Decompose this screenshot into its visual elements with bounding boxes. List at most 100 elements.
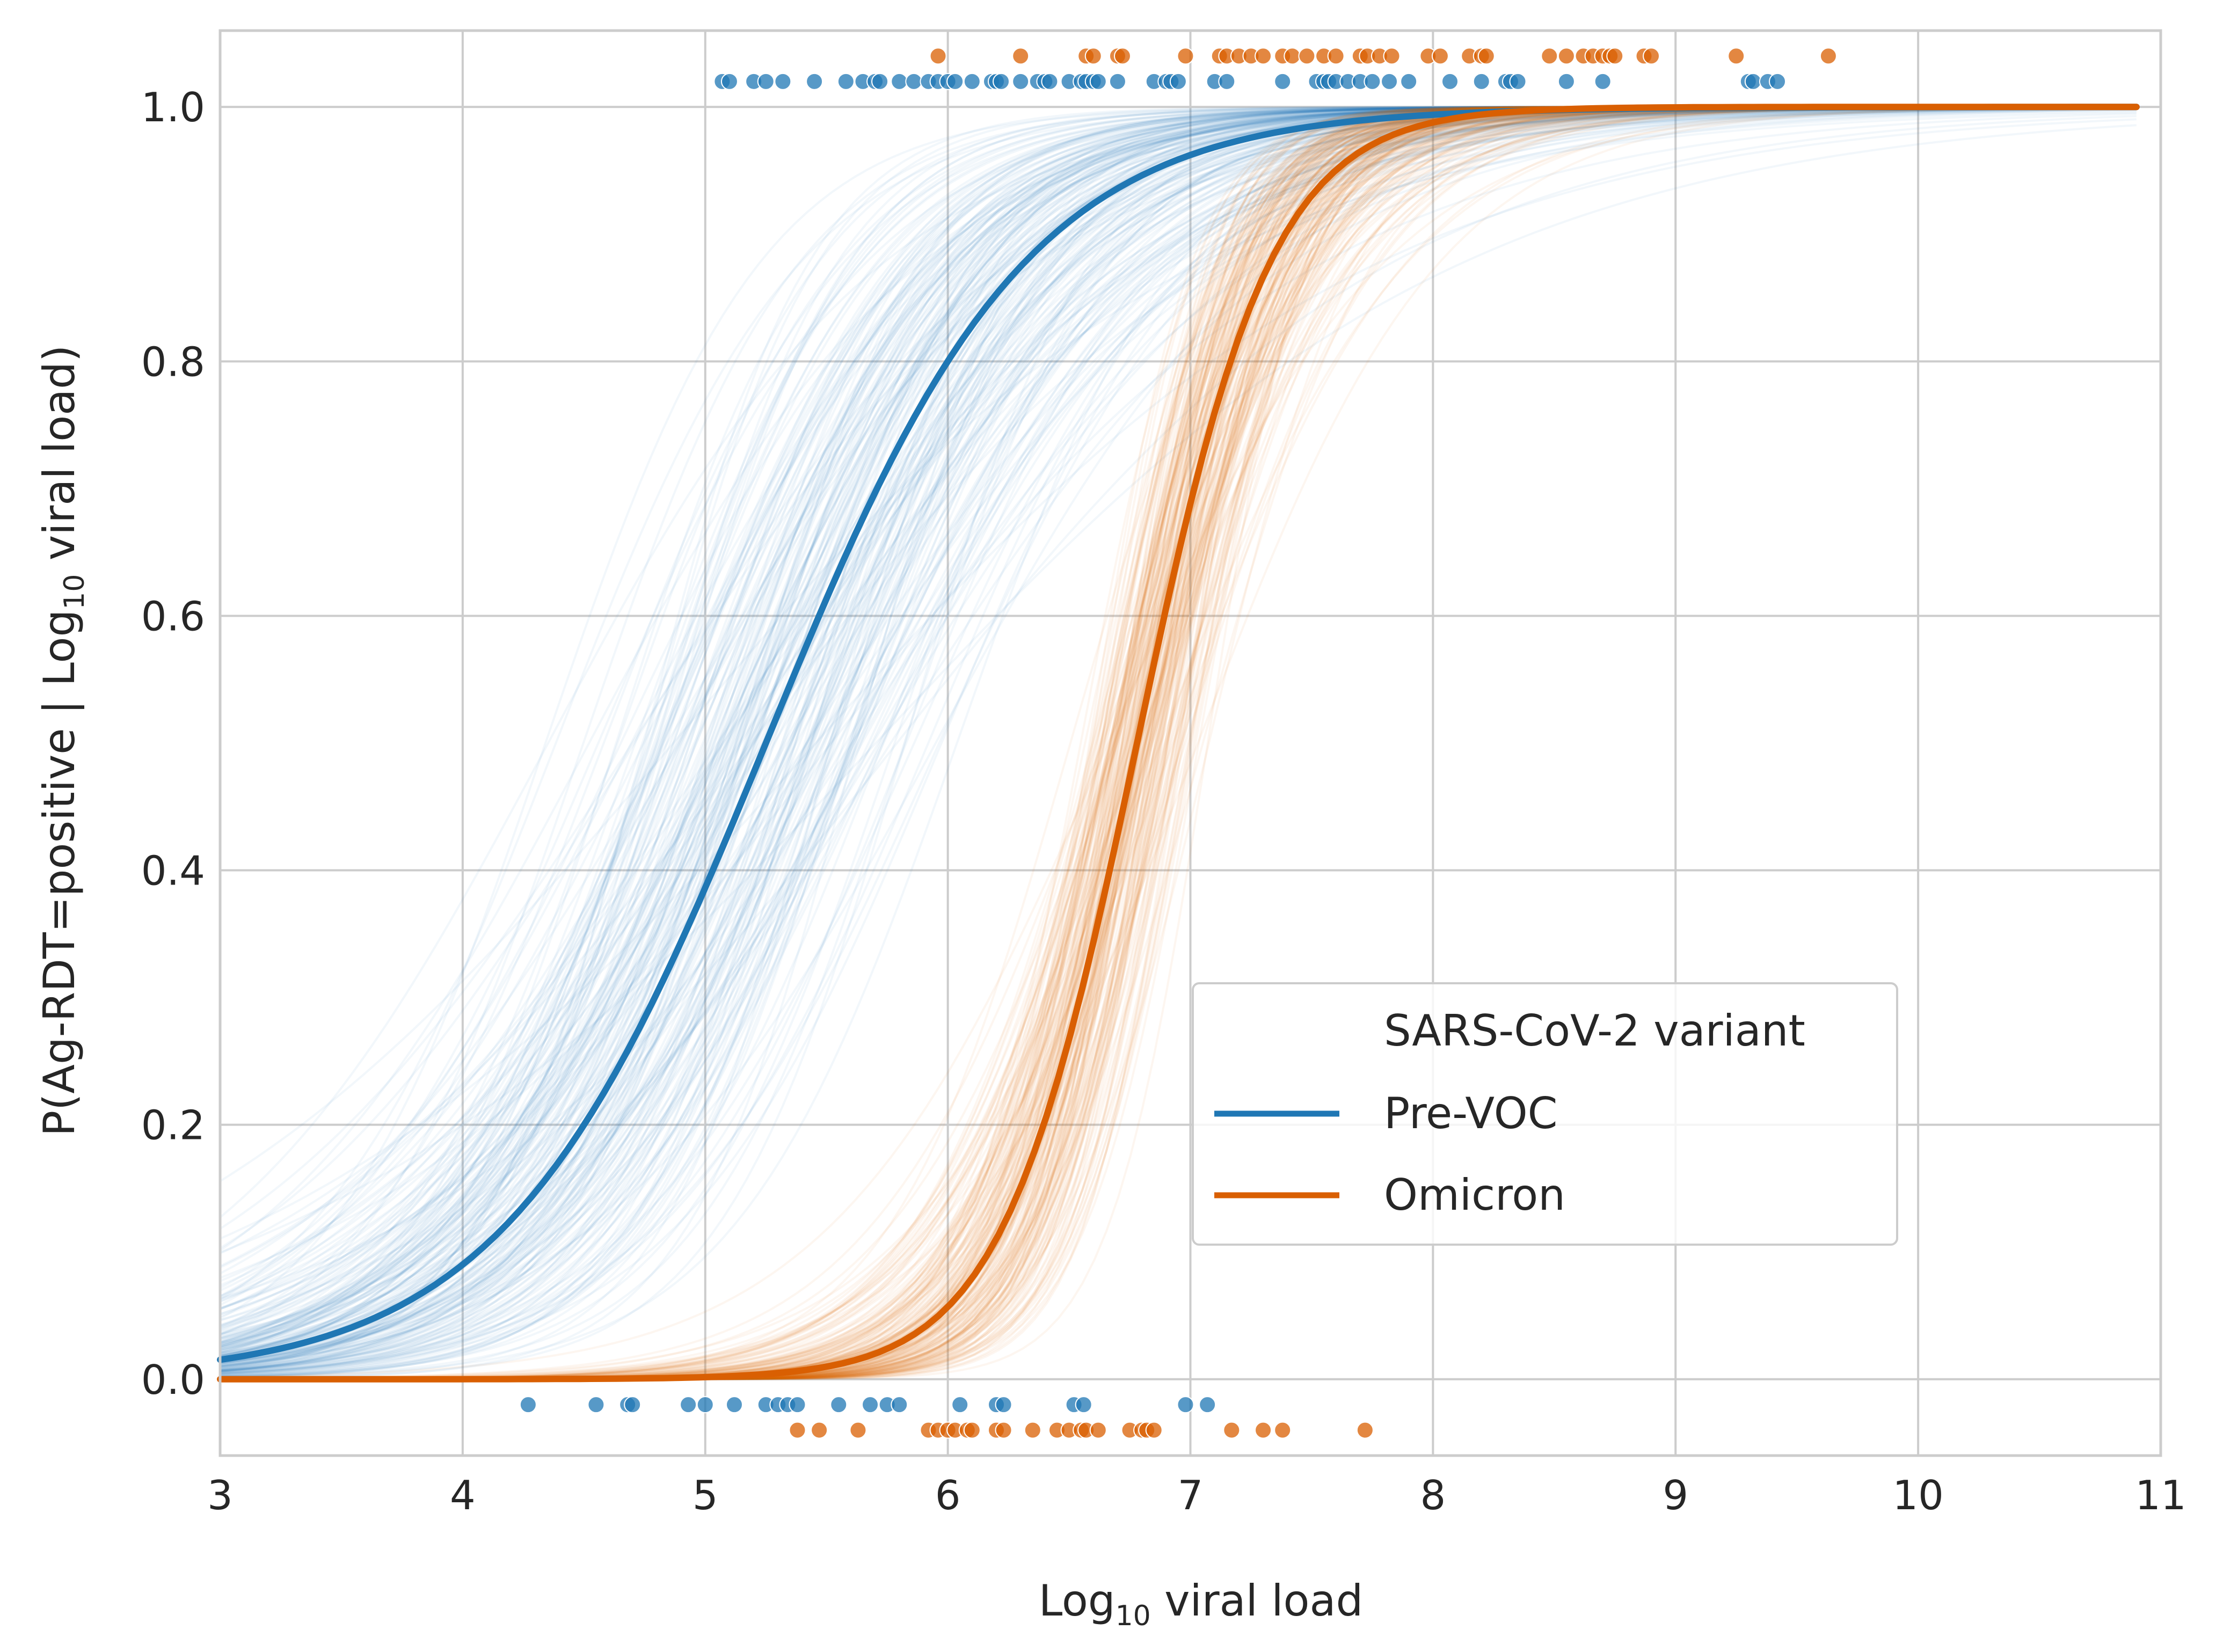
pre-voc-negative-point-15 <box>951 1396 969 1414</box>
legend-box <box>1192 982 1898 1246</box>
x-tick-label-7: 10 <box>1892 1472 1943 1519</box>
pre-voc-posterior-curve-218 <box>220 107 2137 1340</box>
pre-voc-positive-point-28 <box>1089 72 1107 90</box>
omicron-positive-point-6 <box>1177 47 1194 65</box>
omicron-positive-point-1 <box>1012 47 1030 65</box>
omicron-negative-point-11 <box>1024 1421 1041 1439</box>
omicron-posterior-curve-209 <box>220 106 2137 1378</box>
omicron-posterior-curve-46 <box>220 106 2137 1380</box>
y-tick-label-5: 1.0 <box>141 84 205 131</box>
y-axis-label-suffix: viral load) <box>34 345 84 574</box>
legend-label-omicron: Omicron <box>1384 1170 1565 1220</box>
pre-voc-negative-point-5 <box>696 1396 714 1414</box>
pre-voc-posterior-curve-137 <box>220 107 2137 1344</box>
pre-voc-posterior-curve-219 <box>220 107 2137 1303</box>
omicron-positive-point-25 <box>1477 47 1495 65</box>
pre-voc-negative-point-6 <box>725 1396 743 1414</box>
pre-voc-posterior-curve-57 <box>220 107 2137 1336</box>
x-tick-label-5: 8 <box>1420 1472 1446 1519</box>
pre-voc-positive-point-23 <box>1041 72 1059 90</box>
pre-voc-posterior-curve-69 <box>220 106 2137 1351</box>
omicron-positive-point-36 <box>1819 47 1837 65</box>
pre-voc-positive-point-3 <box>757 72 775 90</box>
pre-voc-positive-point-45 <box>1400 72 1418 90</box>
pre-voc-posterior-curve-7 <box>220 107 2137 1286</box>
omicron-positive-point-22 <box>1431 47 1449 65</box>
omicron-posterior-curve-45 <box>220 106 2137 1380</box>
y-tick-label-2: 0.4 <box>141 847 205 895</box>
pre-voc-posterior-curve-45 <box>220 109 2137 1255</box>
pre-voc-positive-point-29 <box>1109 72 1126 90</box>
omicron-positive-point-32 <box>1606 47 1624 65</box>
pre-voc-positive-point-4 <box>774 72 792 90</box>
omicron-negative-point-0 <box>789 1421 806 1439</box>
omicron-positive-point-16 <box>1327 47 1345 65</box>
pre-voc-posterior-curve-44 <box>220 107 2137 1315</box>
pre-voc-posterior-curve-203 <box>220 106 2137 1349</box>
pre-voc-posterior-curve-164 <box>220 106 2137 1333</box>
pre-voc-positive-point-20 <box>1012 72 1030 90</box>
pre-voc-positive-point-16 <box>963 72 981 90</box>
pre-voc-negative-point-0 <box>519 1396 537 1414</box>
omicron-positive-point-20 <box>1383 47 1401 65</box>
x-axis-label: Log10 viral load <box>1039 1576 1364 1632</box>
pre-voc-posterior-curve-48 <box>220 107 2137 1269</box>
pre-voc-positive-point-54 <box>1744 72 1762 90</box>
y-tick-label-4: 0.8 <box>141 338 205 385</box>
pre-voc-positive-point-44 <box>1381 72 1398 90</box>
pre-voc-positive-point-46 <box>1441 72 1459 90</box>
omicron-negative-point-20 <box>1145 1421 1163 1439</box>
pre-voc-posterior-curve-133 <box>220 107 2137 1300</box>
omicron-positive-point-27 <box>1557 47 1575 65</box>
pre-voc-negative-point-4 <box>680 1396 697 1414</box>
pre-voc-negative-point-19 <box>1075 1396 1092 1414</box>
pre-voc-positive-point-50 <box>1509 72 1527 90</box>
pre-voc-posterior-curve-131 <box>219 111 2137 1182</box>
pre-voc-positive-point-43 <box>1364 72 1381 90</box>
pre-voc-negative-point-17 <box>995 1396 1012 1414</box>
omicron-negative-point-22 <box>1255 1421 1272 1439</box>
pre-voc-posterior-curve-17 <box>220 106 2137 1329</box>
omicron-positive-point-13 <box>1284 47 1301 65</box>
omicron-positive-point-14 <box>1298 47 1316 65</box>
pre-voc-negative-point-10 <box>789 1396 806 1414</box>
legend-label-pre-voc: Pre-VOC <box>1384 1088 1558 1138</box>
y-tick-label-0: 0.0 <box>141 1356 205 1404</box>
x-tick-label-3: 6 <box>935 1472 961 1519</box>
omicron-posterior-curve-200 <box>220 106 2137 1380</box>
pre-voc-negative-point-20 <box>1177 1396 1194 1414</box>
omicron-negative-point-1 <box>811 1421 828 1439</box>
pre-voc-positive-point-15 <box>946 72 964 90</box>
pre-voc-positive-point-36 <box>1274 72 1292 90</box>
omicron-positive-point-35 <box>1727 47 1745 65</box>
plot-frame <box>218 29 2162 1457</box>
pre-voc-posterior-curve-38 <box>220 112 2137 1279</box>
omicron-positive-point-11 <box>1255 47 1272 65</box>
x-tick-label-0: 3 <box>207 1472 233 1519</box>
pre-voc-positive-point-11 <box>905 72 923 90</box>
omicron-positive-point-26 <box>1541 47 1558 65</box>
pre-voc-positive-point-35 <box>1218 72 1236 90</box>
pre-voc-positive-point-47 <box>1473 72 1490 90</box>
x-tick-label-4: 7 <box>1178 1472 1204 1519</box>
pre-voc-posterior-curve-81 <box>220 106 2137 1360</box>
y-axis-label-prefix: P(Ag-RDT=positive | Log <box>34 610 85 1136</box>
pre-voc-positive-point-56 <box>1769 72 1787 90</box>
pre-voc-posterior-curve-158 <box>220 107 2137 1315</box>
pre-voc-negative-point-21 <box>1199 1396 1216 1414</box>
pre-voc-negative-point-11 <box>830 1396 848 1414</box>
pre-voc-positive-point-5 <box>806 72 823 90</box>
pre-voc-posterior-curve-43 <box>220 107 2137 1361</box>
mean-curves <box>217 104 2140 1383</box>
x-axis-label-subscript: 10 <box>1116 1600 1151 1632</box>
omicron-negative-point-2 <box>849 1421 867 1439</box>
omicron-negative-point-16 <box>1089 1421 1107 1439</box>
omicron-negative-point-10 <box>995 1421 1012 1439</box>
pre-voc-negative-point-14 <box>891 1396 908 1414</box>
pre-voc-posterior-curve-178 <box>219 106 2137 1230</box>
pre-voc-negative-point-3 <box>624 1396 642 1414</box>
pre-voc-negative-point-1 <box>587 1396 605 1414</box>
omicron-negative-point-23 <box>1274 1421 1292 1439</box>
pre-voc-positive-point-6 <box>837 72 855 90</box>
